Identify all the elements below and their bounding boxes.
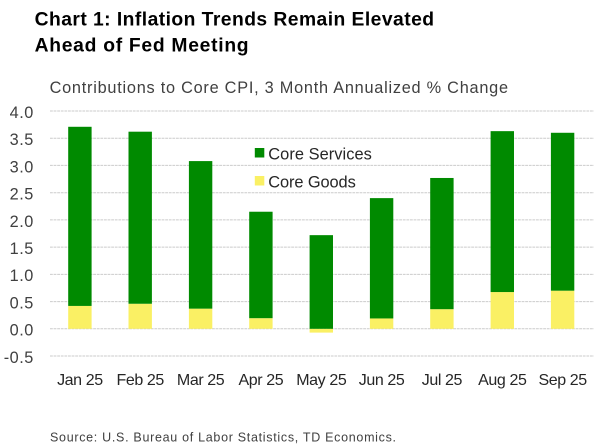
svg-text:Chart 1: Inflation Trends Rema: Chart 1: Inflation Trends Remain Elevate… bbox=[35, 9, 435, 30]
svg-text:Jan 25: Jan 25 bbox=[57, 372, 103, 389]
svg-text:Ahead of Fed Meeting: Ahead of Fed Meeting bbox=[35, 35, 250, 56]
svg-text:1.0: 1.0 bbox=[10, 267, 34, 285]
svg-text:Apr 25: Apr 25 bbox=[239, 372, 284, 389]
svg-text:Sep 25: Sep 25 bbox=[538, 372, 587, 389]
svg-text:2.5: 2.5 bbox=[10, 186, 34, 204]
svg-text:Feb 25: Feb 25 bbox=[116, 372, 164, 389]
svg-text:-0.5: -0.5 bbox=[4, 349, 34, 367]
svg-text:0.0: 0.0 bbox=[10, 322, 34, 340]
svg-text:Core Services: Core Services bbox=[268, 146, 372, 164]
svg-text:4.0: 4.0 bbox=[10, 104, 34, 122]
svg-text:1.5: 1.5 bbox=[10, 240, 34, 258]
svg-text:Jun 25: Jun 25 bbox=[359, 372, 405, 389]
svg-text:Mar 25: Mar 25 bbox=[177, 372, 225, 389]
svg-text:Contributions to Core CPI, 3 M: Contributions to Core CPI, 3 Month Annua… bbox=[50, 79, 509, 97]
svg-text:Aug 25: Aug 25 bbox=[478, 372, 527, 389]
svg-text:May 25: May 25 bbox=[296, 372, 347, 389]
svg-text:Source: U.S. Bureau of Labor S: Source: U.S. Bureau of Labor Statistics,… bbox=[50, 430, 397, 444]
svg-text:2.0: 2.0 bbox=[10, 213, 34, 231]
svg-text:Core Goods: Core Goods bbox=[268, 174, 355, 192]
svg-text:Jul 25: Jul 25 bbox=[422, 372, 463, 389]
svg-text:3.0: 3.0 bbox=[10, 158, 34, 176]
svg-text:0.5: 0.5 bbox=[10, 295, 34, 313]
svg-text:3.5: 3.5 bbox=[10, 131, 34, 149]
